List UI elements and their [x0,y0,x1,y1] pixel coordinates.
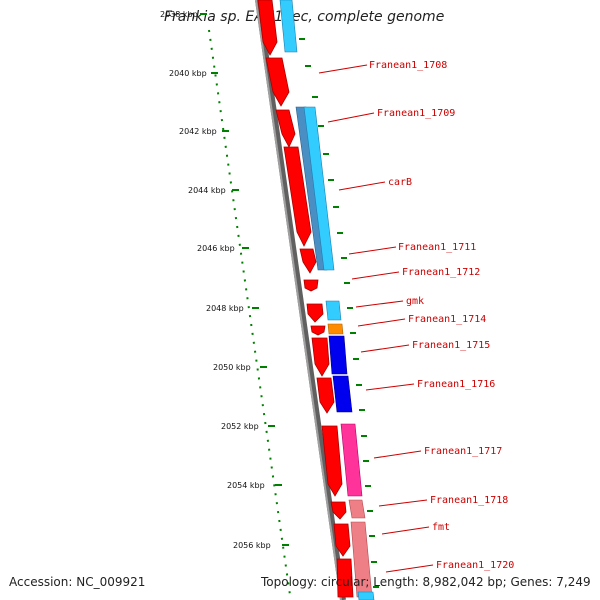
gene-label: Franean1_1712 [402,267,480,278]
gene-arrow [330,501,347,520]
gene-label: Franean1_1714 [408,314,486,325]
tick-label: 2040 kbp [169,69,207,78]
tick-label: 2054 kbp [227,481,265,490]
leader-line [351,271,400,280]
gene-block [325,300,342,321]
genome-summary: Topology: circular; Length: 8,982,042 bp… [261,575,591,589]
ruler-ticks [200,13,289,546]
gene-arrow [333,523,351,557]
leader-line [373,450,422,459]
leader-line [385,564,434,573]
gene-arrow [310,325,326,336]
leader-line [348,246,397,255]
gene-label: Franean1_1718 [430,495,508,506]
gene-block [303,106,335,271]
gene-label: fmt [432,522,450,533]
tick-label: 2048 kbp [206,304,244,313]
tick-label: 2056 kbp [233,541,271,550]
gene-arrow [303,279,319,292]
gene-arrow [299,248,317,274]
gene-arrow [265,57,290,107]
gene-arrow [283,146,312,247]
leader-line [381,526,430,535]
tick-label: 2052 kbp [221,422,259,431]
ruler-labels: 2038 kbp 2040 kbp 2042 kbp 2044 kbp 2046… [160,10,271,550]
gene-block [327,323,344,335]
gene-arrow [257,0,278,56]
gene-arrow [306,303,324,323]
gene-label: gmk [406,296,424,307]
backbone [255,0,346,600]
gene-block [279,0,298,53]
gene-arrow [321,425,343,497]
accession-text: Accession: NC_009921 [9,575,146,589]
tick-label: 2038 kbp [160,10,198,19]
label-leaders [318,64,434,573]
category-blocks [279,0,375,600]
gene-arrow [336,558,354,598]
leader-line [318,64,368,74]
gene-label: carB [388,177,412,188]
gene-block [332,375,353,413]
tick-label: 2046 kbp [197,244,235,253]
gene-label: Franean1_1715 [412,340,490,351]
track-edge-dashes [299,38,379,588]
gene-label: Franean1_1711 [398,242,476,253]
gene-label: Franean1_1708 [369,60,447,71]
gene-label: Franean1_1716 [417,379,495,390]
gene-block [340,423,363,497]
tick-label: 2044 kbp [188,186,226,195]
gene-label: Franean1_1717 [424,446,502,457]
tick-label: 2050 kbp [213,363,251,372]
gene-block [357,591,375,600]
leader-line [378,499,428,507]
tick-label: 2042 kbp [179,127,217,136]
gene-label: Franean1_1720 [436,560,514,571]
leader-line [327,112,375,123]
leader-line [338,181,386,191]
leader-line [355,300,404,308]
gene-block [348,499,366,519]
leader-line [360,344,410,353]
gene-arrow [311,337,330,377]
gene-arrow [275,109,296,148]
genome-title: Frankia sp. EAN1pec, complete genome [164,9,445,25]
gene-arrow [316,377,335,414]
gene-block [328,335,348,375]
leader-line [365,383,415,391]
gene-label: Franean1_1709 [377,108,455,119]
gene-labels: Franean1_1708 Franean1_1709 carB Franean… [369,60,514,571]
leader-line [357,318,406,327]
forward-genes [257,0,354,598]
